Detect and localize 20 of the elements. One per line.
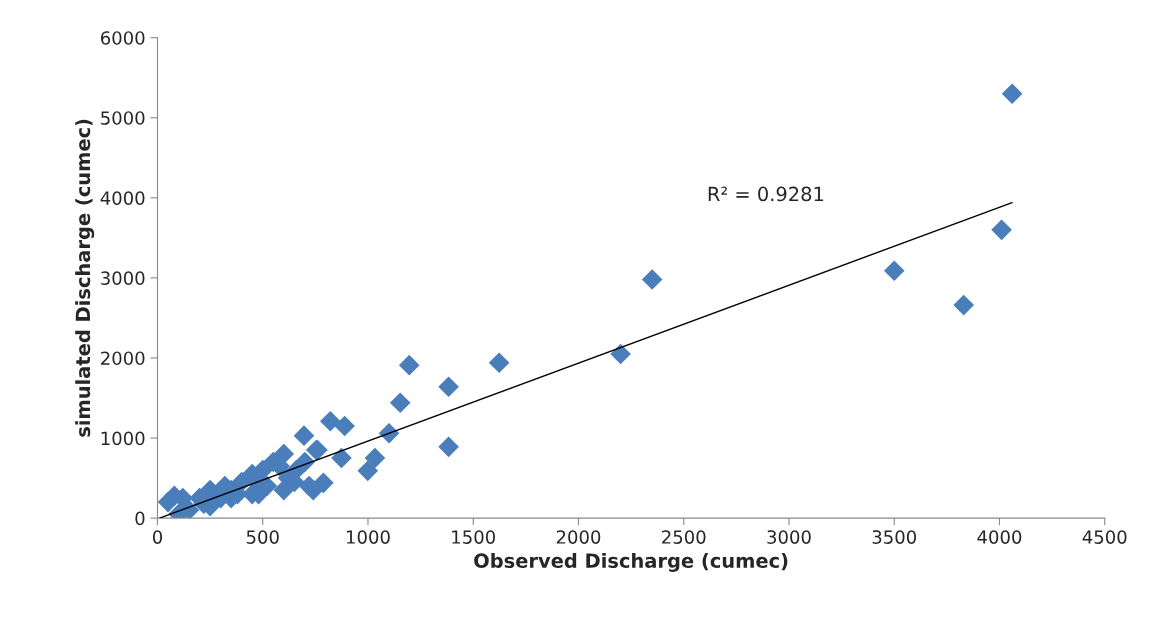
x-tick-label: 0 xyxy=(152,530,163,544)
x-tick-label: 4000 xyxy=(977,530,1022,544)
y-tick-label: 3000 xyxy=(101,271,145,286)
x-axis-title: Observed Discharge (cumec) xyxy=(474,552,788,572)
y-tick-label: 5000 xyxy=(101,111,145,125)
x-tick-label: 500 xyxy=(246,530,279,544)
x-tick-label: 3500 xyxy=(872,530,917,544)
x-tick-label: 4500 xyxy=(1082,530,1127,544)
y-axis-title: simulated Discharge (cumec) xyxy=(75,119,95,437)
x-tick-label: 1500 xyxy=(452,530,496,544)
x-tick-label: 2000 xyxy=(556,530,601,544)
annotation: R² = 0.9281 xyxy=(708,186,824,202)
y-tick-label: 2000 xyxy=(101,351,145,366)
y-tick-label: 0 xyxy=(135,511,145,526)
y-tick-label: 4000 xyxy=(100,191,145,205)
x-tick-label: 3000 xyxy=(767,530,811,544)
y-tick-label: 6000 xyxy=(100,31,145,45)
x-tick-label: 1000 xyxy=(346,530,390,544)
x-tick-label: 2500 xyxy=(662,530,706,544)
y-tick-label: 1000 xyxy=(101,431,145,446)
